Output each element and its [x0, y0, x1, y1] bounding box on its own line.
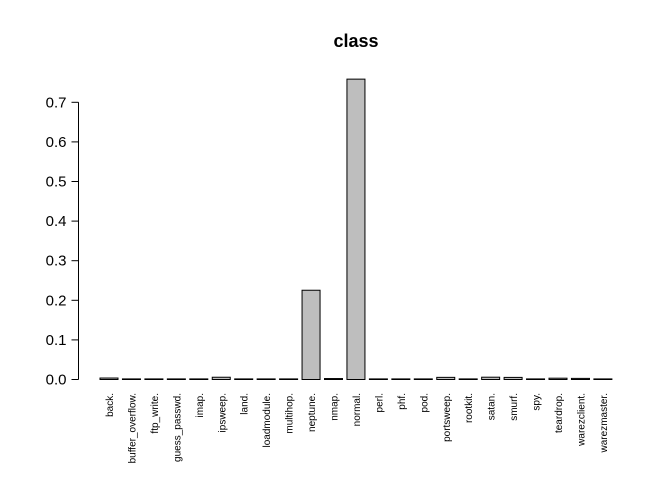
x-tick-label: imap. [195, 393, 206, 417]
x-tick-label: land. [240, 393, 251, 415]
bar [503, 376, 523, 380]
bar [234, 378, 254, 380]
bar [324, 378, 343, 380]
x-tick-label: ftp_write. [150, 393, 161, 434]
bar [144, 378, 164, 380]
y-tick-label: 0.3 [46, 253, 67, 270]
bar [256, 378, 276, 380]
x-tick-label: warezclient. [576, 393, 587, 447]
x-tick-label: nmap. [330, 393, 341, 421]
y-tick-label: 0.4 [46, 213, 67, 230]
y-axis: 0.0 0.1 0.2 0.3 0.4 0.5 0.6 0.7 [46, 94, 79, 389]
y-tick-label: 0.2 [46, 292, 67, 309]
bar [436, 376, 456, 380]
bar [166, 378, 186, 380]
y-tick-label: 0.0 [46, 372, 67, 389]
x-tick-label: ipsweep. [217, 393, 228, 432]
x-tick-label: portsweep. [442, 393, 453, 442]
x-tick-label: multihop. [285, 393, 296, 434]
bar [526, 378, 546, 380]
x-tick-label: neptune. [307, 393, 318, 432]
x-tick-label: guess_passwd. [172, 393, 183, 462]
x-tick-label: smurf. [509, 393, 520, 421]
bar [368, 378, 388, 380]
y-tick-label: 0.6 [46, 134, 67, 151]
bar [189, 378, 209, 380]
x-tick-label: spy. [532, 393, 543, 411]
x-tick-label: buffer_overflow. [127, 393, 138, 463]
x-tick-label: normal. [352, 393, 363, 426]
bar [211, 376, 231, 380]
bar [481, 376, 501, 381]
x-tick-label: pod. [419, 393, 430, 412]
x-tick-label: warezmaster. [599, 393, 610, 453]
bar [391, 378, 411, 380]
bar [413, 378, 433, 380]
x-tick-label: satan. [487, 393, 498, 420]
bars [99, 78, 613, 381]
bar [593, 378, 613, 380]
y-tick-label: 0.5 [46, 174, 67, 191]
x-tick-label: phf. [397, 393, 408, 410]
bar [346, 78, 366, 380]
bar [99, 377, 119, 380]
bar [458, 378, 478, 380]
bar [121, 378, 141, 380]
x-tick-label: loadmodule. [262, 393, 273, 447]
bar [570, 377, 590, 381]
x-tick-label: rootkit. [464, 393, 475, 423]
bar [548, 377, 568, 381]
y-tick-label: 0.7 [46, 94, 67, 111]
x-tick-label: teardrop. [554, 393, 565, 433]
bar [301, 289, 321, 380]
x-tick-label: perl. [374, 393, 385, 412]
chart-title: class [333, 31, 378, 51]
x-tick-labels: back. buffer_overflow. ftp_write. guess_pas… [105, 393, 610, 463]
y-tick-label: 0.1 [46, 332, 67, 349]
bar [279, 378, 299, 380]
x-tick-label: back. [105, 393, 116, 417]
